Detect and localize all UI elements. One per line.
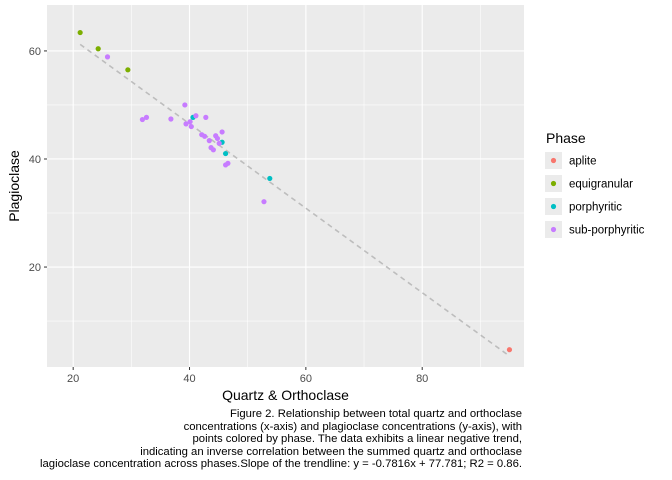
data-point-sub-porphyritic: [187, 119, 193, 125]
plot-panel: [47, 5, 524, 367]
data-point-sub-porphyritic: [143, 114, 150, 120]
legend: Phase aplite equigranular porphyritic sub-p…: [545, 130, 645, 238]
data-point-porphyritic: [222, 150, 229, 157]
caption-line: Figure 2. Relationship between total qua…: [229, 408, 522, 420]
legend-label: sub-porphyritic: [569, 225, 645, 237]
legend-marker-aplite: [550, 157, 557, 164]
legend-title: Phase: [546, 130, 586, 146]
data-point-sub-porphyritic: [188, 123, 194, 130]
legend-label: aplite: [569, 156, 597, 168]
x-tick-label: 20: [67, 373, 79, 385]
x-tick-label: 80: [416, 373, 428, 385]
data-point-sub-porphyritic: [225, 160, 231, 166]
x-tick-label: 60: [300, 373, 312, 385]
data-point-sub-porphyritic: [210, 147, 216, 153]
data-point-sub-porphyritic: [203, 114, 209, 120]
data-point-sub-porphyritic: [193, 113, 199, 119]
data-point-sub-porphyritic: [261, 199, 267, 205]
legend-items: aplite equigranular porphyritic sub-porphyr…: [545, 152, 645, 238]
y-tick-label: 40: [29, 154, 41, 166]
legend-marker-porphyritic: [550, 203, 557, 210]
legend-marker-sub-porphyritic: [550, 226, 557, 233]
legend-label: porphyritic: [569, 202, 622, 214]
data-point-equigranular: [77, 29, 83, 36]
data-point-sub-porphyritic: [182, 102, 188, 108]
caption-line: lagioclase concentration across phases.S…: [40, 458, 522, 470]
trendline: [79, 43, 510, 357]
data-point-sub-porphyritic: [183, 121, 189, 127]
data-point-sub-porphyritic: [168, 116, 174, 122]
data-point-porphyritic: [267, 175, 273, 182]
y-axis-ticks: 20 40 60: [29, 46, 47, 274]
y-tick-label: 20: [29, 262, 41, 274]
figure-caption: Figure 2. Relationship between total qua…: [0, 408, 522, 471]
x-tick-label: 40: [183, 373, 195, 385]
caption-line: indicating an inverse correlation betwee…: [140, 445, 522, 458]
data-point-sub-porphyritic: [219, 129, 225, 135]
caption-line: concentrations (x-axis) and plagioclase …: [183, 420, 522, 433]
caption-line: points colored by phase. The data exhibi…: [192, 433, 523, 445]
data-points: [77, 29, 513, 353]
data-point-sub-porphyritic: [202, 133, 208, 139]
data-point-sub-porphyritic: [139, 116, 145, 123]
data-point-sub-porphyritic: [104, 54, 111, 60]
x-axis-ticks: 20 40 60 80: [67, 367, 428, 385]
data-point-equigranular: [95, 46, 101, 52]
y-tick-label: 60: [29, 46, 41, 58]
data-point-sub-porphyritic: [214, 135, 221, 142]
data-point-equigranular: [125, 67, 131, 73]
grid-lines: [47, 5, 524, 367]
data-point-sub-porphyritic: [216, 140, 222, 146]
data-point-aplite: [506, 347, 513, 353]
y-axis-title: Plagioclase: [6, 150, 22, 222]
legend-marker-equigranular: [550, 180, 557, 187]
scatter-chart: 20 40 60 80 20 40 60 Quartz & Orthoclase Plag…: [6, 5, 645, 403]
legend-label: equigranular: [569, 179, 633, 191]
x-axis-title: Quartz & Orthoclase: [222, 387, 349, 403]
data-point-sub-porphyritic: [206, 138, 212, 144]
